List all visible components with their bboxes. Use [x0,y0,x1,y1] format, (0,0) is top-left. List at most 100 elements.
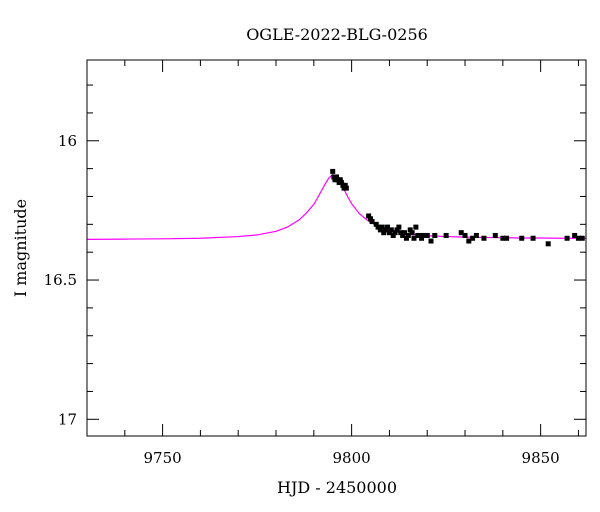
point-marker [381,230,387,236]
point-marker [330,168,336,174]
point-marker [545,241,551,247]
data-point [504,235,510,241]
point-marker [388,227,394,233]
point-marker [343,185,349,191]
point-marker [458,230,464,236]
data-point [413,224,419,230]
data-point [572,232,578,238]
data-point [564,235,570,241]
x-axis-label: HJD - 2450000 [277,478,397,497]
data-point [545,241,551,247]
point-marker [462,232,468,238]
point-marker [402,230,408,236]
point-marker [366,213,372,219]
y-tick-label: 16 [58,132,77,150]
data-point [466,238,472,244]
chart-title: OGLE-2022-BLG-0256 [246,25,428,44]
point-marker [443,232,449,238]
plot-frame [86,59,587,437]
point-marker [377,227,383,233]
data-point [330,168,336,174]
point-marker [400,232,406,238]
data-point [428,238,434,244]
data-point [379,224,385,230]
data-point [579,235,585,241]
point-marker [368,216,374,222]
point-marker [470,235,476,241]
point-marker [386,230,392,236]
point-marker [579,235,585,241]
point-marker [394,227,400,233]
point-marker [338,180,344,186]
data-point [411,235,417,241]
data-point [405,232,411,238]
point-marker [396,224,402,230]
data-point [385,224,391,230]
data-point [369,219,375,225]
data-point [432,232,438,238]
x-tick-label: 9800 [333,449,371,467]
point-marker [334,174,339,180]
data-point [530,235,536,241]
data-point [396,224,402,230]
data-point [424,232,430,238]
point-marker [428,238,434,244]
point-marker [504,235,510,241]
data-point [500,235,506,241]
axis-layer: 9750 9800 9850 16 16.5 17 [44,60,586,467]
data-point [409,230,415,236]
point-marker [332,177,338,183]
data-point [343,185,349,191]
point-marker [398,230,404,236]
point-marker [413,224,419,230]
point-marker [383,227,389,233]
data-point [481,235,487,241]
data-point [420,232,426,238]
point-marker [500,235,506,241]
point-marker [473,232,479,238]
point-marker [492,232,498,238]
point-marker [335,177,341,183]
data-point [462,232,468,238]
point-marker [466,238,472,244]
x-tick-label: 9750 [144,449,182,467]
data-point [458,230,464,236]
point-marker [481,235,487,241]
point-marker [407,227,413,233]
y-tick-label: 16.5 [44,271,77,289]
point-marker [392,230,398,236]
data-point [575,235,581,241]
y-tick-label: 17 [58,410,77,428]
point-marker [379,224,385,230]
data-point [519,235,525,241]
point-marker [424,232,430,238]
point-marker [385,224,391,230]
data-point [473,232,479,238]
data-point [443,232,449,238]
point-marker [331,174,337,180]
y-axis-label: I magnitude [11,199,30,297]
point-marker [575,235,581,241]
point-marker [572,232,578,238]
point-marker [530,235,536,241]
point-marker [373,221,379,227]
point-marker [419,235,425,241]
data-point [492,232,498,238]
point-marker [337,177,343,183]
x-tick-label: 9850 [522,449,560,467]
model-curve [86,174,586,240]
point-marker [390,232,396,238]
data-point [402,230,408,236]
point-marker [420,232,426,238]
point-marker [519,235,525,241]
point-marker [342,182,348,188]
point-marker [564,235,570,241]
point-marker [403,235,409,241]
plot-layer [86,168,586,247]
point-marker [409,230,415,236]
point-marker [432,232,438,238]
point-marker [375,224,381,230]
point-marker [417,232,423,238]
data-point [388,227,394,233]
